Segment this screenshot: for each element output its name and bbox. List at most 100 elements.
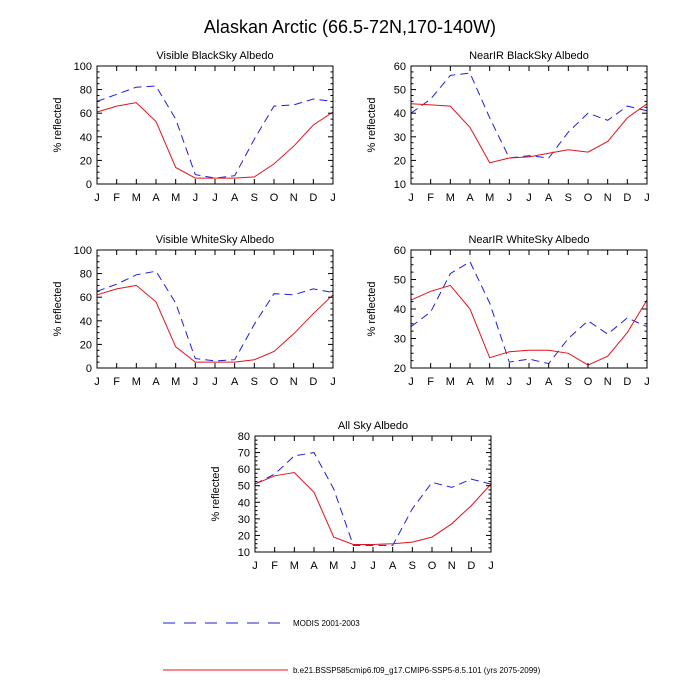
series-line-modis — [96, 85, 334, 179]
x-tick-label: N — [290, 376, 298, 388]
y-tick-label: 80 — [80, 85, 92, 97]
x-tick-label: F — [427, 376, 434, 388]
y-tick-label: 20 — [80, 155, 92, 167]
y-axis-label: % reflected — [366, 97, 378, 152]
x-tick-label: M — [132, 192, 141, 204]
x-tick-label: F — [271, 560, 278, 572]
y-tick-label: 60 — [80, 108, 92, 120]
x-tick-label: A — [231, 376, 239, 388]
x-tick-label: J — [644, 376, 650, 388]
x-tick-label: D — [309, 192, 317, 204]
x-tick-label: A — [466, 192, 474, 204]
chart-panel-4: NearIR WhiteSky Albedo % reflected 20 30 40 5… — [366, 234, 650, 388]
x-tick-label: M — [171, 376, 180, 388]
series-line-modis — [410, 72, 648, 159]
y-tick-label: 80 — [238, 431, 250, 443]
y-tick-label: 20 — [394, 363, 406, 375]
y-tick-label: 30 — [238, 514, 250, 526]
y-tick-label: 20 — [80, 339, 92, 351]
x-tick-label: A — [389, 560, 397, 572]
y-tick-label: 100 — [74, 245, 92, 257]
y-tick-label: 60 — [238, 464, 250, 476]
x-tick-label: J — [644, 192, 650, 204]
y-tick-label: 40 — [394, 304, 406, 316]
y-tick-label: 50 — [394, 275, 406, 287]
x-tick-label: S — [409, 560, 416, 572]
chart-title: All Sky Albedo — [338, 420, 408, 432]
x-tick-label: J — [526, 192, 532, 204]
x-tick-label: J — [330, 376, 336, 388]
x-tick-label: M — [485, 376, 494, 388]
y-tick-label: 80 — [80, 269, 92, 281]
x-tick-label: A — [231, 192, 239, 204]
plot-frame — [96, 249, 334, 369]
x-tick-label: J — [408, 192, 414, 204]
x-tick-label: N — [604, 376, 612, 388]
x-tick-label: M — [446, 376, 455, 388]
x-tick-label: J — [370, 560, 376, 572]
series-line-modis — [254, 452, 492, 546]
legend: MODIS 2001-2003 b.e21.BSSP585cmip6.f09_g… — [163, 619, 541, 675]
series-line-modis — [410, 261, 648, 365]
y-axis-label: % reflected — [52, 97, 64, 152]
y-tick-label: 40 — [394, 108, 406, 120]
x-tick-label: M — [485, 192, 494, 204]
x-tick-label: F — [113, 376, 120, 388]
x-tick-label: J — [193, 376, 199, 388]
x-tick-label: D — [309, 376, 317, 388]
x-tick-label: O — [428, 560, 437, 572]
x-tick-label: N — [604, 192, 612, 204]
plot-frame — [410, 65, 648, 185]
series-line-model — [254, 471, 492, 545]
x-tick-label: J — [408, 376, 414, 388]
y-tick-label: 30 — [394, 132, 406, 144]
x-tick-label: O — [270, 376, 279, 388]
chart-panel-1: Visible BlackSky Albedo % reflected 0 20 40 6… — [52, 50, 336, 204]
series-line-model — [410, 103, 648, 164]
chart-panel-3: Visible WhiteSky Albedo % reflected 0 20 40 6… — [52, 234, 336, 388]
y-tick-label: 10 — [238, 547, 250, 559]
x-tick-label: D — [623, 376, 631, 388]
y-tick-label: 20 — [238, 530, 250, 542]
y-tick-label: 40 — [80, 132, 92, 144]
legend-entry-modis: MODIS 2001-2003 — [163, 619, 360, 628]
x-tick-label: O — [584, 376, 593, 388]
x-tick-label: M — [132, 376, 141, 388]
chart-panels: Visible BlackSky Albedo % reflected 0 20 40 6… — [52, 50, 650, 572]
chart-panel-2: NearIR BlackSky Albedo % reflected 10 20 30 4… — [366, 50, 650, 204]
plot-frame — [96, 65, 334, 185]
y-tick-label: 60 — [394, 245, 406, 257]
x-tick-label: J — [507, 192, 513, 204]
y-tick-label: 60 — [80, 292, 92, 304]
x-tick-label: J — [252, 560, 258, 572]
x-tick-label: A — [545, 376, 553, 388]
x-tick-label: J — [330, 192, 336, 204]
x-tick-label: J — [507, 376, 513, 388]
y-tick-label: 50 — [238, 481, 250, 493]
x-tick-label: A — [152, 376, 160, 388]
x-tick-label: M — [290, 560, 299, 572]
x-tick-label: O — [584, 192, 593, 204]
chart-title: NearIR WhiteSky Albedo — [468, 234, 589, 246]
x-tick-label: D — [623, 192, 631, 204]
x-tick-label: S — [251, 376, 258, 388]
x-tick-label: J — [488, 560, 494, 572]
chart-title: NearIR BlackSky Albedo — [469, 50, 589, 62]
y-tick-label: 30 — [394, 334, 406, 346]
y-tick-label: 40 — [238, 497, 250, 509]
series-line-model — [410, 284, 648, 366]
x-tick-label: A — [152, 192, 160, 204]
x-tick-label: O — [270, 192, 279, 204]
chart-panel-5: All Sky Albedo % reflected 10 20 30 40 50 60 70 8… — [210, 420, 494, 572]
x-tick-label: S — [565, 376, 572, 388]
plot-frame — [254, 435, 492, 553]
x-tick-label: J — [526, 376, 532, 388]
y-axis-label: % reflected — [52, 281, 64, 336]
x-tick-label: J — [212, 192, 218, 204]
chart-title: Visible BlackSky Albedo — [156, 50, 273, 62]
x-tick-label: J — [94, 376, 100, 388]
x-tick-label: F — [427, 192, 434, 204]
x-tick-label: J — [212, 376, 218, 388]
y-tick-label: 0 — [86, 363, 92, 375]
